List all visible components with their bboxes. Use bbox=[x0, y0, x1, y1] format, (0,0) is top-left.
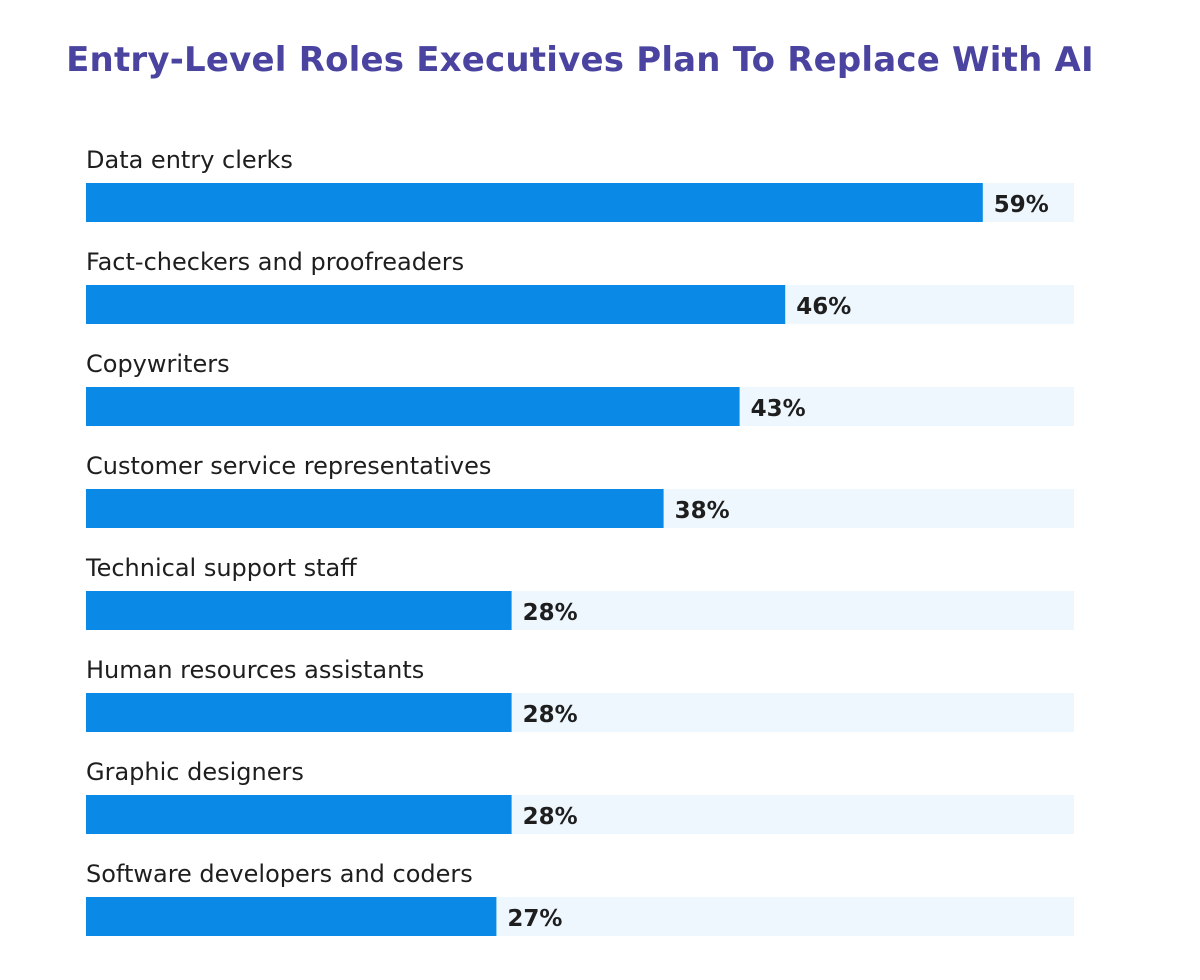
value-label: 38% bbox=[675, 498, 730, 524]
value-label: 28% bbox=[523, 702, 578, 728]
bar bbox=[86, 591, 512, 630]
category-label: Graphic designers bbox=[86, 758, 304, 786]
value-label: 46% bbox=[796, 294, 851, 320]
bar-row: Customer service representatives 38% bbox=[86, 452, 1074, 528]
category-label: Copywriters bbox=[86, 350, 230, 378]
category-label: Technical support staff bbox=[85, 554, 357, 582]
bar bbox=[86, 489, 664, 528]
bar-row: Graphic designers 28% bbox=[86, 758, 1074, 834]
bar bbox=[86, 387, 740, 426]
value-label: 28% bbox=[523, 600, 578, 626]
bar-row: Copywriters 43% bbox=[86, 350, 1074, 426]
bar-row: Software developers and coders 27% bbox=[86, 860, 1074, 936]
bar bbox=[86, 285, 786, 324]
category-label: Fact-checkers and proofreaders bbox=[86, 248, 464, 276]
value-label: 43% bbox=[751, 396, 806, 422]
bar bbox=[86, 897, 497, 936]
bar-row: Fact-checkers and proofreaders 46% bbox=[86, 248, 1074, 324]
category-label: Human resources assistants bbox=[86, 656, 424, 684]
category-label: Customer service representatives bbox=[86, 452, 491, 480]
category-label: Data entry clerks bbox=[86, 146, 293, 174]
bar-row: Data entry clerks 59% bbox=[86, 146, 1074, 222]
category-label: Software developers and coders bbox=[86, 860, 473, 888]
bar bbox=[86, 795, 512, 834]
bar-row: Technical support staff 28% bbox=[85, 554, 1074, 630]
bar-row: Human resources assistants 28% bbox=[86, 656, 1074, 732]
bar bbox=[86, 183, 983, 222]
value-label: 28% bbox=[523, 804, 578, 830]
bar bbox=[86, 693, 512, 732]
value-label: 59% bbox=[994, 192, 1049, 218]
value-label: 27% bbox=[507, 906, 562, 932]
chart-title: Entry-Level Roles Executives Plan To Rep… bbox=[66, 40, 1094, 80]
